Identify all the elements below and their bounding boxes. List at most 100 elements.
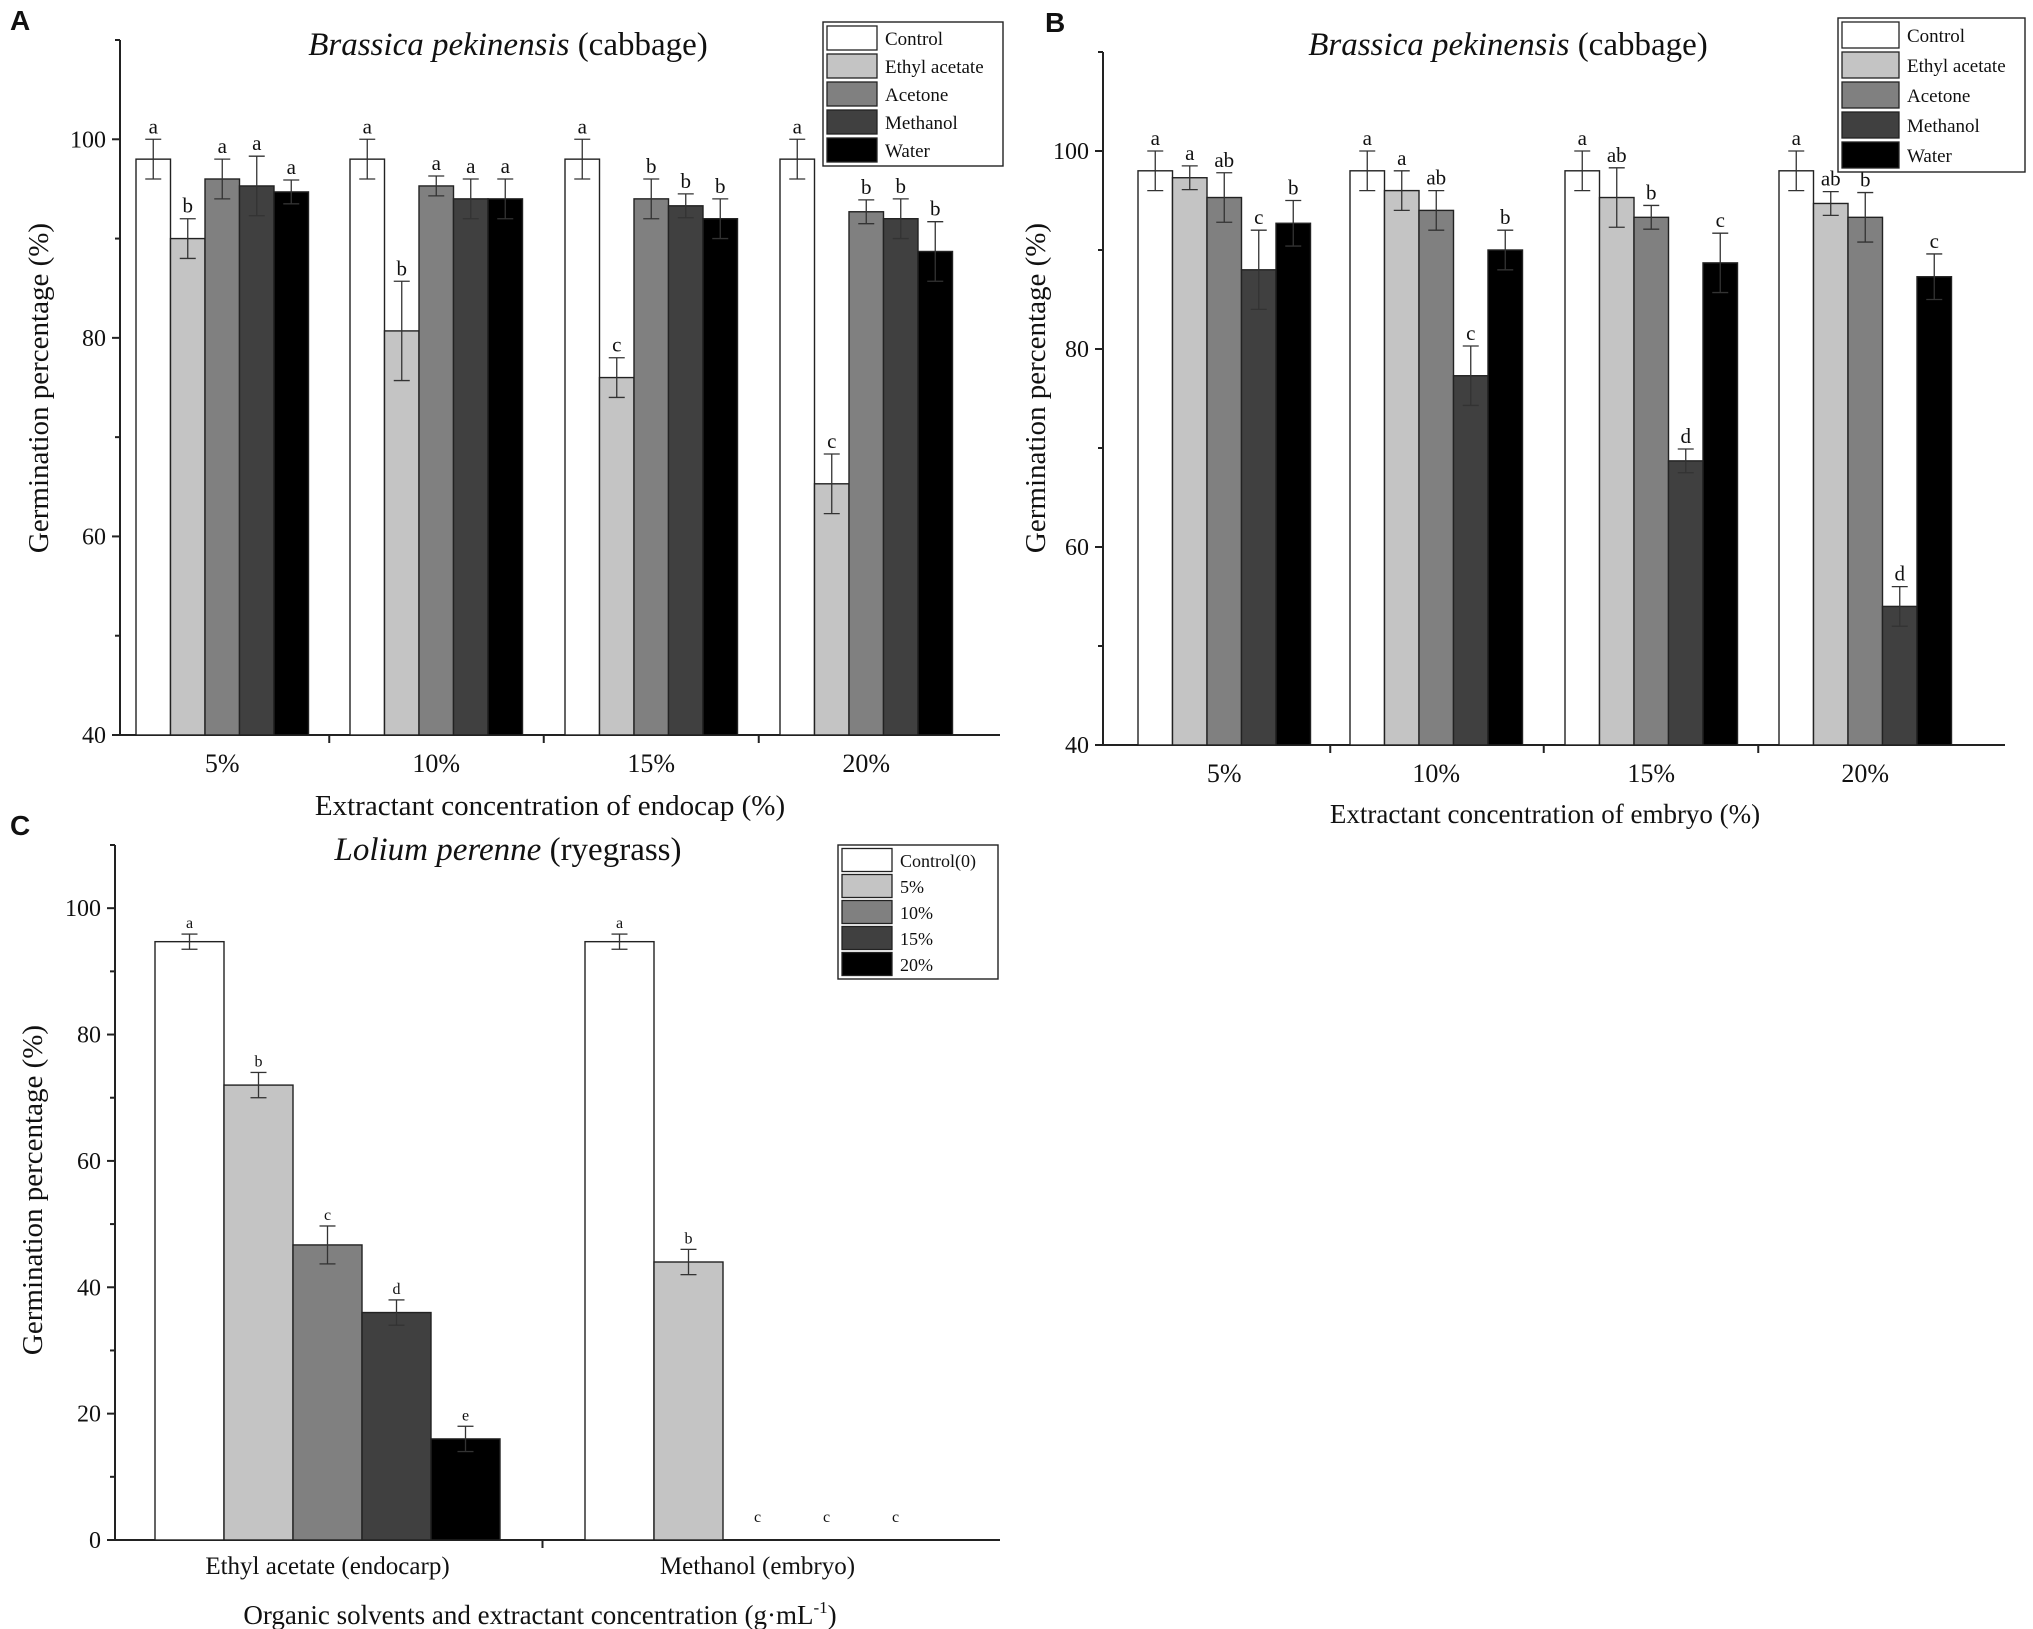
panel-label: C — [10, 810, 30, 841]
x-tick-label: 10% — [412, 749, 460, 778]
bar — [1240, 269, 1277, 746]
bar — [1137, 170, 1174, 746]
significance-letter: a — [186, 915, 193, 932]
legend-label: Methanol — [1907, 116, 1980, 137]
y-tick-label: 40 — [1065, 733, 1089, 759]
bar — [1564, 170, 1601, 746]
legend-label: Control — [885, 29, 943, 50]
significance-letter: a — [218, 134, 228, 158]
chart-title: Brassica pekinensis (cabbage) — [308, 27, 708, 63]
significance-letter: a — [1397, 146, 1407, 170]
chart-title-common: (ryegrass) — [541, 832, 681, 868]
x-axis-label: Extractant concentration of embryo (%) — [1330, 799, 1760, 829]
significance-letter: e — [462, 1407, 469, 1424]
significance-letter: d — [393, 1281, 401, 1298]
bar — [1349, 170, 1386, 746]
legend-swatch — [1841, 21, 1900, 49]
legend-swatch — [841, 847, 893, 873]
legend-label: Water — [885, 141, 931, 162]
significance-letter: a — [793, 114, 803, 138]
y-axis-label: Germination percentage (%) — [23, 223, 55, 553]
bar — [813, 483, 850, 736]
x-tick-label: 15% — [1627, 759, 1675, 788]
significance-letter: b — [681, 169, 692, 193]
significance-letter: c — [324, 1207, 331, 1224]
bar — [135, 158, 172, 736]
bar — [418, 185, 455, 736]
legend-label: 10% — [900, 903, 933, 923]
y-tick-label: 80 — [82, 326, 106, 352]
legend-label: Ethyl acetate — [885, 57, 984, 78]
significance-letter: a — [1363, 126, 1373, 150]
chart-title-species: Brassica pekinensis — [1308, 27, 1569, 63]
bar — [487, 198, 524, 736]
legend-label: Control(0) — [900, 851, 976, 872]
x-tick-label: 5% — [1207, 759, 1242, 788]
significance-letter: a — [252, 131, 262, 155]
bar — [917, 250, 954, 736]
legend-swatch — [826, 81, 878, 107]
y-tick-label: 60 — [82, 524, 106, 550]
significance-letter: b — [1288, 176, 1299, 200]
bar — [1275, 222, 1312, 746]
panel-label: B — [1045, 7, 1065, 38]
legend-label: Acetone — [1907, 86, 1970, 107]
significance-letter: a — [363, 114, 373, 138]
bar — [238, 185, 275, 736]
bar — [633, 198, 670, 736]
significance-letter: a — [578, 114, 588, 138]
bar — [702, 218, 739, 736]
x-tick-label: 20% — [1841, 759, 1889, 788]
legend-swatch — [1841, 51, 1900, 79]
significance-letter: b — [1860, 168, 1871, 192]
y-tick-label: 100 — [70, 127, 106, 153]
significance-letter: ab — [1607, 143, 1627, 167]
y-tick-label: 40 — [82, 723, 106, 749]
bar — [1206, 196, 1243, 746]
bar — [882, 218, 919, 736]
bar — [1702, 262, 1739, 746]
y-tick-label: 40 — [77, 1275, 101, 1301]
bar — [779, 158, 816, 736]
bar — [564, 158, 601, 736]
legend-label: Methanol — [885, 113, 958, 134]
bar — [1881, 605, 1918, 746]
bar — [1598, 196, 1635, 746]
bar — [273, 191, 310, 736]
legend: Control Ethyl acetate Acetone Methanol Water — [1837, 17, 2026, 173]
significance-letter: c — [612, 333, 621, 357]
chart-title-species: Brassica pekinensis — [308, 27, 569, 63]
significance-letter: b — [1646, 180, 1657, 204]
bar — [598, 376, 635, 736]
legend: Control(0) 5% 10% 15% 20% — [837, 844, 999, 980]
chart-title: Lolium perenne (ryegrass) — [333, 832, 681, 868]
x-tick-label: 20% — [842, 749, 890, 778]
significance-letter: c — [1254, 205, 1263, 229]
legend-label: Ethyl acetate — [1907, 56, 2006, 77]
y-tick-label: 60 — [77, 1149, 101, 1175]
bar — [584, 940, 655, 1541]
significance-letter: a — [1185, 141, 1195, 165]
significance-letter: b — [896, 174, 907, 198]
legend-label: 5% — [900, 877, 924, 897]
significance-letter: a — [466, 154, 476, 178]
legend-swatch — [826, 109, 878, 135]
bar — [223, 1084, 294, 1541]
significance-letter: a — [287, 155, 297, 179]
bar — [1916, 276, 1953, 746]
bar — [1418, 209, 1455, 746]
chart-panel-c: C Lolium perenne (ryegrass) 0 20 40 60 80 100 Ge… — [10, 810, 1000, 1629]
significance-letter: a — [1792, 126, 1802, 150]
bar — [667, 205, 704, 736]
bar — [292, 1244, 363, 1541]
y-tick-label: 20 — [77, 1402, 101, 1428]
y-tick-label: 100 — [1053, 139, 1089, 165]
x-axis-label: Extractant concentration of endocap (%) — [315, 790, 785, 822]
significance-letter: a — [501, 154, 511, 178]
bar — [1667, 460, 1704, 746]
bar — [653, 1261, 724, 1541]
significance-letter: a — [1151, 126, 1161, 150]
significance-letter: b — [255, 1053, 263, 1070]
significance-letter: b — [646, 154, 657, 178]
